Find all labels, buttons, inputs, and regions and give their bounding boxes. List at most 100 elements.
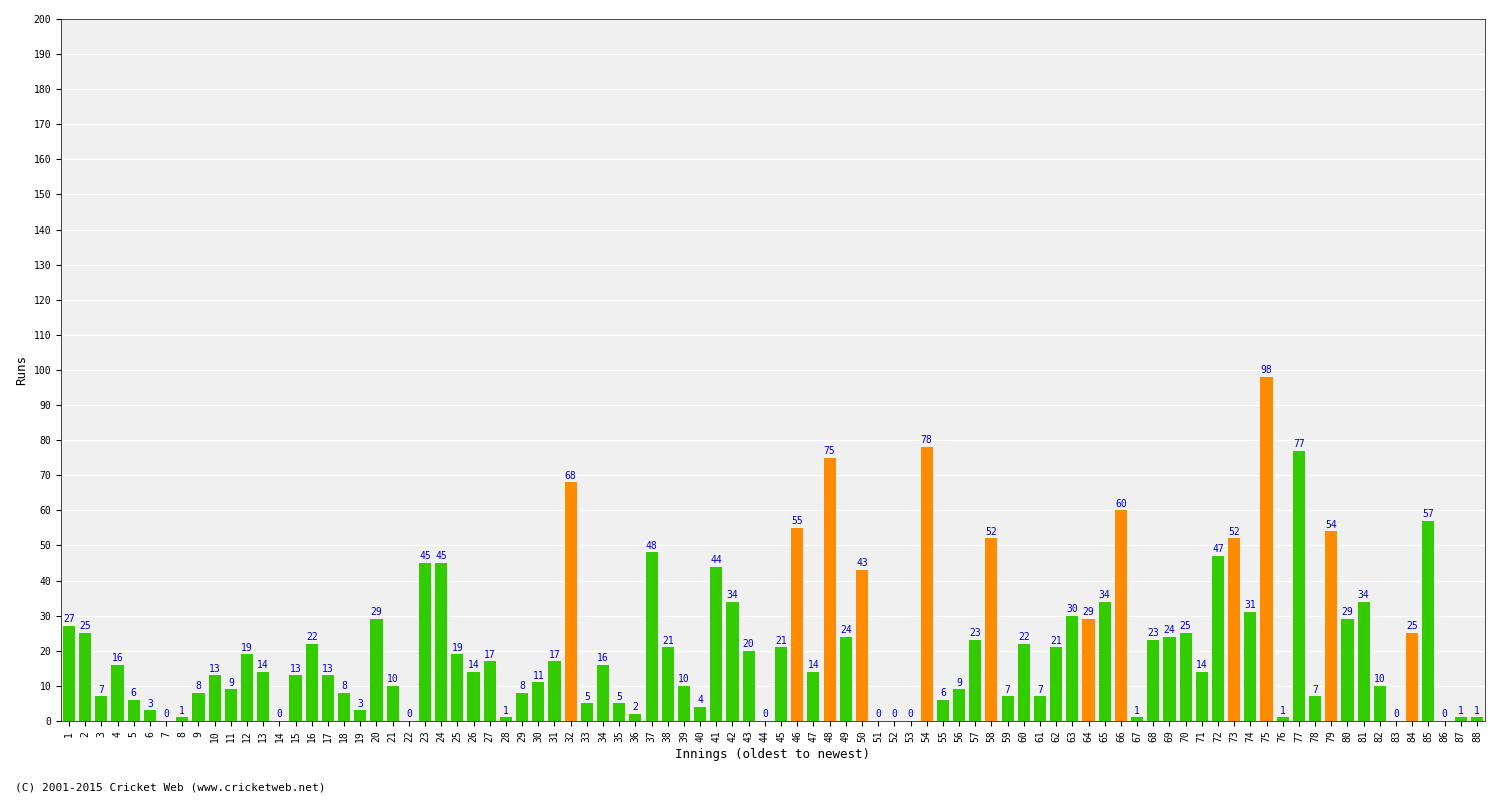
Bar xyxy=(242,654,254,721)
Bar xyxy=(111,665,123,721)
Bar xyxy=(1422,521,1434,721)
Bar xyxy=(63,626,75,721)
Text: 7: 7 xyxy=(1005,685,1011,694)
Bar xyxy=(1034,697,1046,721)
Text: 0: 0 xyxy=(874,710,880,719)
Text: 29: 29 xyxy=(1083,607,1095,618)
Bar xyxy=(921,447,933,721)
Bar xyxy=(516,693,528,721)
Text: 5: 5 xyxy=(584,692,590,702)
Text: 52: 52 xyxy=(1228,526,1240,537)
Text: 1: 1 xyxy=(1134,706,1140,716)
Bar xyxy=(710,566,723,721)
Bar xyxy=(1293,450,1305,721)
Bar xyxy=(1260,377,1272,721)
Bar xyxy=(452,654,464,721)
Bar xyxy=(483,662,496,721)
Bar xyxy=(1083,619,1095,721)
Text: 54: 54 xyxy=(1326,520,1336,530)
Text: 0: 0 xyxy=(1394,710,1400,719)
Bar xyxy=(1324,531,1338,721)
Text: 47: 47 xyxy=(1212,544,1224,554)
Text: 45: 45 xyxy=(419,551,430,562)
Text: 11: 11 xyxy=(532,670,544,681)
Text: 25: 25 xyxy=(1179,622,1191,631)
Text: 48: 48 xyxy=(645,541,657,550)
Text: 21: 21 xyxy=(776,635,788,646)
Text: 1: 1 xyxy=(1474,706,1480,716)
Text: 14: 14 xyxy=(258,660,268,670)
Text: 16: 16 xyxy=(597,653,609,663)
Bar xyxy=(1358,602,1370,721)
Text: 0: 0 xyxy=(164,710,170,719)
Bar xyxy=(614,703,626,721)
Bar xyxy=(435,563,447,721)
Bar xyxy=(256,672,270,721)
Text: 6: 6 xyxy=(130,688,136,698)
Text: 77: 77 xyxy=(1293,439,1305,449)
Text: 0: 0 xyxy=(406,710,412,719)
Text: 14: 14 xyxy=(468,660,480,670)
Text: 57: 57 xyxy=(1422,509,1434,519)
Bar xyxy=(338,693,350,721)
Bar xyxy=(128,700,140,721)
Bar xyxy=(1098,602,1112,721)
Text: 34: 34 xyxy=(1358,590,1370,600)
Text: 17: 17 xyxy=(549,650,561,659)
Text: 7: 7 xyxy=(1036,685,1042,694)
Bar xyxy=(645,553,657,721)
Bar xyxy=(144,710,156,721)
Text: 14: 14 xyxy=(807,660,819,670)
Bar xyxy=(96,697,108,721)
Text: 68: 68 xyxy=(566,470,576,481)
Text: 22: 22 xyxy=(1019,632,1029,642)
Text: 13: 13 xyxy=(209,663,220,674)
Bar xyxy=(225,690,237,721)
Text: 1: 1 xyxy=(180,706,184,716)
Text: 6: 6 xyxy=(940,688,946,698)
Text: 1: 1 xyxy=(503,706,509,716)
Text: 3: 3 xyxy=(147,698,153,709)
Text: 1: 1 xyxy=(1458,706,1464,716)
Bar xyxy=(678,686,690,721)
Bar xyxy=(824,458,836,721)
Bar xyxy=(952,690,964,721)
Text: 22: 22 xyxy=(306,632,318,642)
Bar xyxy=(192,693,204,721)
Text: 30: 30 xyxy=(1066,604,1078,614)
Text: 78: 78 xyxy=(921,435,933,446)
Bar xyxy=(532,682,544,721)
Text: 7: 7 xyxy=(99,685,105,694)
Text: 55: 55 xyxy=(792,516,802,526)
Bar xyxy=(80,634,92,721)
Bar xyxy=(500,718,512,721)
Text: 16: 16 xyxy=(111,653,123,663)
Bar xyxy=(1179,634,1191,721)
Bar xyxy=(1164,637,1176,721)
Text: 31: 31 xyxy=(1245,601,1256,610)
Bar xyxy=(726,602,738,721)
Bar xyxy=(580,703,592,721)
Bar xyxy=(1131,718,1143,721)
Bar xyxy=(662,647,674,721)
Text: 34: 34 xyxy=(726,590,738,600)
Text: 29: 29 xyxy=(370,607,382,618)
Bar xyxy=(419,563,430,721)
Bar xyxy=(1148,640,1160,721)
Text: 8: 8 xyxy=(340,681,346,691)
Bar xyxy=(370,619,382,721)
Text: 8: 8 xyxy=(195,681,201,691)
Bar xyxy=(1002,697,1014,721)
Text: 4: 4 xyxy=(698,695,703,705)
Bar xyxy=(776,647,788,721)
Text: 0: 0 xyxy=(908,710,914,719)
Bar xyxy=(1050,647,1062,721)
Bar xyxy=(938,700,950,721)
Text: 45: 45 xyxy=(435,551,447,562)
Bar xyxy=(290,675,302,721)
Bar xyxy=(306,644,318,721)
Text: 20: 20 xyxy=(742,639,754,649)
Bar xyxy=(1017,644,1031,721)
Text: 25: 25 xyxy=(80,622,92,631)
Text: 8: 8 xyxy=(519,681,525,691)
